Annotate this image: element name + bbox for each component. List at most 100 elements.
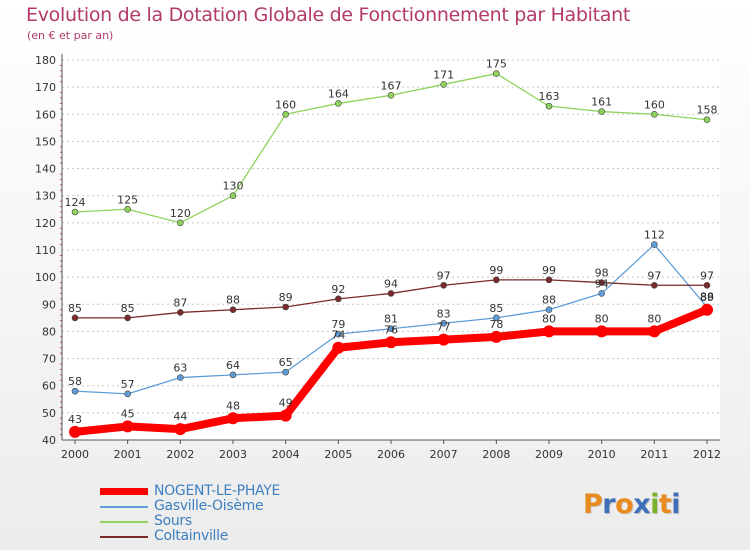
data-label: 99 [489, 264, 503, 277]
data-label: 65 [279, 356, 293, 369]
data-point [651, 281, 658, 289]
chart-subtitle: (en € et par an) [27, 29, 114, 42]
data-label: 112 [644, 229, 665, 242]
data-point [493, 314, 500, 322]
data-point [440, 281, 447, 289]
plot-area [62, 54, 720, 440]
data-label: 160 [644, 98, 665, 111]
legend-label: Gasville-Oisème [154, 498, 264, 514]
data-point [282, 110, 289, 118]
data-label: 43 [68, 413, 82, 426]
data-point [493, 276, 500, 284]
data-label: 120 [170, 207, 191, 220]
data-point [387, 91, 395, 99]
legend-label: Sours [154, 513, 192, 529]
data-label: 85 [68, 302, 82, 315]
data-label: 80 [542, 312, 556, 325]
data-point [71, 208, 79, 216]
data-label: 80 [595, 312, 609, 325]
data-label: 58 [68, 375, 82, 388]
data-label: 160 [275, 98, 296, 111]
y-tick-label: 120 [35, 217, 56, 230]
data-point [598, 290, 605, 297]
legend-item: NOGENT-LE-PHAYE [100, 484, 280, 499]
data-point [124, 314, 131, 322]
data-point [124, 205, 131, 213]
x-tick-label: 2000 [61, 448, 89, 461]
data-label: 87 [173, 296, 187, 309]
data-point [703, 116, 711, 124]
data-label: 158 [697, 104, 718, 117]
data-point [282, 368, 289, 376]
data-point [440, 319, 447, 327]
data-point [493, 70, 500, 77]
data-label: 45 [121, 407, 135, 420]
data-point [545, 276, 553, 284]
data-point [387, 325, 395, 333]
data-label: 125 [117, 193, 138, 206]
data-label: 63 [173, 362, 187, 375]
data-label: 124 [65, 196, 86, 209]
data-label: 97 [700, 269, 714, 282]
data-label: 81 [384, 313, 398, 326]
data-label: 89 [279, 291, 293, 304]
data-point [282, 303, 289, 311]
data-label: 94 [595, 277, 609, 290]
data-point [598, 108, 605, 115]
x-tick-label: 2002 [166, 448, 194, 461]
x-tick-label: 2007 [430, 448, 458, 461]
data-point [174, 423, 187, 436]
logo-letter: x [633, 489, 651, 520]
data-point [387, 290, 395, 297]
legend-label: Coltainville [154, 528, 229, 544]
data-label: 171 [433, 68, 454, 81]
data-label: 89 [700, 291, 714, 304]
data-point [229, 306, 237, 314]
legend-label: NOGENT-LE-PHAYE [154, 483, 281, 499]
legend-item: Sours [100, 514, 280, 529]
data-label: 130 [223, 180, 244, 193]
legend-item: Coltainville [100, 529, 280, 544]
x-tick-label: 2010 [588, 448, 616, 461]
data-label: 88 [226, 294, 240, 307]
data-label: 57 [121, 378, 135, 391]
data-label: 79 [331, 318, 345, 331]
y-tick-label: 130 [35, 190, 56, 203]
y-tick-label: 110 [35, 244, 56, 257]
legend-swatch [100, 535, 148, 538]
y-tick-label: 150 [35, 135, 56, 148]
data-point [335, 100, 342, 107]
data-label: 78 [489, 318, 503, 331]
x-tick-label: 2011 [640, 448, 668, 461]
data-point [648, 325, 661, 338]
data-label: 44 [173, 410, 187, 423]
data-point [545, 102, 553, 110]
data-label: 74 [331, 329, 345, 342]
legend-item: Gasville-Oisème [100, 499, 280, 514]
x-tick-label: 2005 [324, 448, 352, 461]
data-label: 161 [591, 96, 612, 109]
y-tick-label: 80 [42, 325, 56, 338]
data-label: 85 [489, 302, 503, 315]
data-label: 167 [381, 79, 402, 92]
data-point [229, 371, 237, 379]
logo-letter: i [671, 489, 681, 520]
y-tick-label: 100 [35, 271, 56, 284]
data-point [335, 330, 342, 338]
data-point [229, 192, 237, 200]
x-tick-label: 2006 [377, 448, 405, 461]
data-point [279, 409, 292, 422]
data-point [71, 387, 79, 395]
data-point [69, 425, 81, 438]
data-label: 98 [595, 267, 609, 280]
y-tick-label: 180 [35, 54, 56, 67]
y-tick-label: 40 [42, 434, 56, 447]
data-point [385, 336, 397, 349]
data-point [121, 420, 134, 433]
y-tick-label: 50 [42, 407, 56, 420]
chart-title: Evolution de la Dotation Globale de Fonc… [26, 4, 631, 26]
data-point [651, 110, 658, 118]
data-point [177, 374, 184, 381]
data-label: 94 [384, 277, 398, 290]
